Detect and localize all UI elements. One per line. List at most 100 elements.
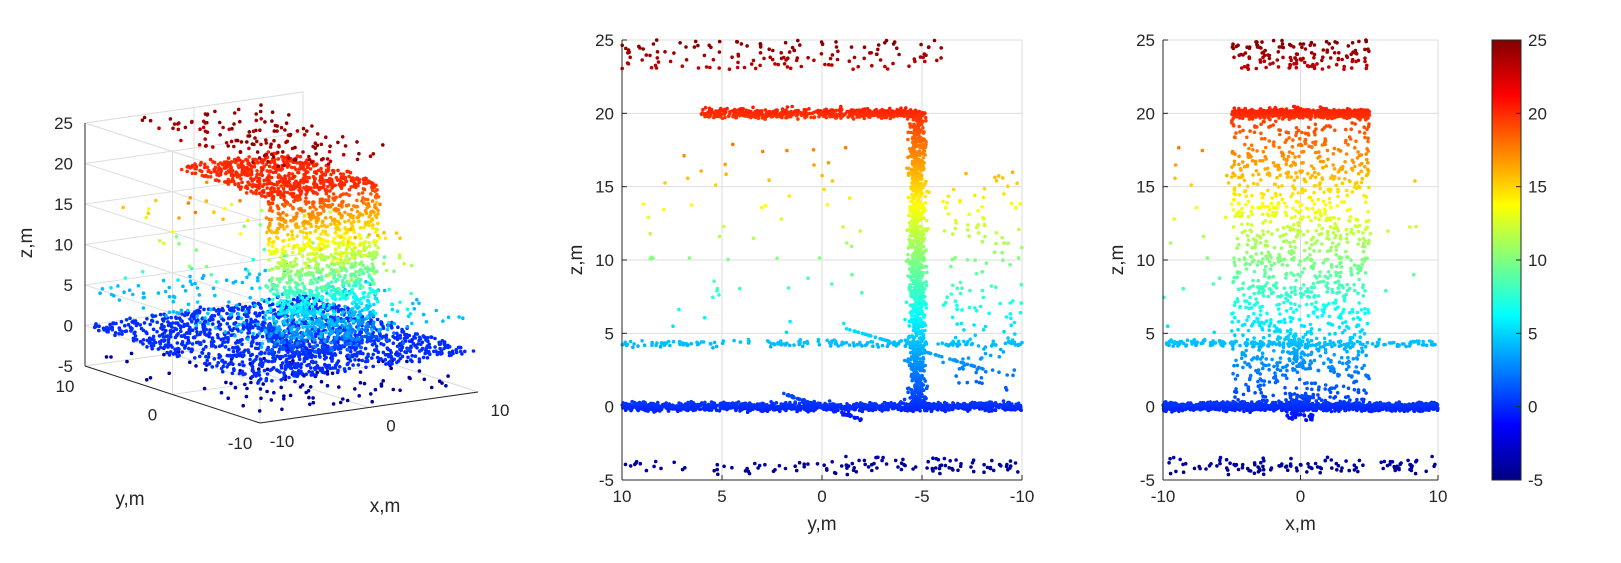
data-point (406, 347, 411, 351)
data-point (325, 283, 329, 287)
data-point (360, 191, 365, 195)
data-point (272, 164, 277, 169)
data-point (683, 466, 687, 470)
data-point (852, 466, 856, 470)
data-point (289, 165, 294, 170)
data-point (1013, 461, 1018, 465)
data-point (344, 251, 349, 255)
data-point (119, 319, 124, 324)
data-point (188, 274, 192, 279)
data-point (171, 321, 175, 325)
data-point (286, 295, 291, 300)
data-point (279, 311, 284, 316)
data-point (327, 363, 332, 368)
data-point (172, 122, 177, 126)
data-point (383, 357, 388, 362)
data-point (264, 216, 269, 220)
data-point (317, 236, 322, 240)
x-tick-label: -5 (914, 487, 929, 506)
data-point (267, 181, 272, 185)
data-point (269, 331, 274, 336)
data-point (357, 151, 361, 156)
data-point (251, 257, 255, 262)
data-point (345, 362, 350, 367)
data-point (281, 319, 285, 324)
data-point (325, 291, 329, 295)
data-point (354, 270, 358, 274)
data-point (168, 331, 173, 336)
data-point (268, 306, 273, 311)
data-point (349, 262, 354, 266)
x-tick-label: 5 (717, 487, 726, 506)
data-point (260, 208, 264, 213)
data-point (284, 335, 289, 339)
data-point (305, 129, 309, 133)
data-point (896, 465, 900, 469)
data-point (395, 344, 400, 349)
data-point (299, 306, 304, 310)
data-point (280, 167, 285, 171)
data-point (358, 243, 362, 247)
data-point (263, 317, 267, 322)
data-point (167, 294, 172, 299)
data-point (247, 130, 252, 134)
data-point (419, 348, 424, 352)
data-point (264, 152, 268, 157)
data-point (400, 354, 405, 359)
data-point (295, 129, 300, 133)
data-point (164, 314, 169, 318)
data-point (830, 460, 834, 464)
data-point (371, 250, 376, 254)
data-point (323, 173, 328, 177)
data-point (311, 200, 315, 205)
data-point (313, 146, 318, 150)
data-point (325, 348, 330, 353)
data-point (337, 203, 341, 208)
x-tick-label: 10 (491, 401, 510, 420)
data-point (359, 351, 363, 356)
data-point (249, 380, 253, 385)
data-point (303, 332, 308, 336)
data-point (246, 331, 250, 335)
data-point (249, 344, 254, 348)
data-point (329, 330, 333, 335)
data-point (226, 340, 230, 344)
data-point (157, 126, 161, 130)
data-point (284, 253, 289, 258)
data-point (425, 335, 430, 340)
data-point (350, 312, 354, 317)
data-point (288, 299, 293, 304)
data-point (347, 218, 351, 223)
data-point (244, 309, 248, 314)
data-point (281, 186, 286, 191)
data-point (358, 277, 363, 282)
data-point (299, 189, 304, 193)
data-point (333, 247, 338, 252)
data-point (144, 215, 148, 220)
data-point (364, 365, 368, 370)
data-point (308, 252, 313, 256)
data-point (337, 385, 341, 389)
data-point (204, 327, 209, 332)
data-point (158, 312, 163, 317)
data-point (258, 387, 263, 391)
data-point (224, 141, 229, 145)
data-point (959, 462, 963, 466)
data-point (421, 312, 426, 317)
data-point (270, 267, 275, 271)
data-point (322, 302, 326, 307)
data-point (278, 277, 282, 281)
data-point (433, 336, 437, 341)
data-point (337, 273, 341, 278)
data-point (312, 337, 317, 342)
data-point (299, 322, 303, 326)
data-point (330, 168, 335, 173)
data-point (392, 269, 396, 274)
data-point (190, 328, 195, 333)
data-point (245, 158, 250, 163)
data-point (276, 164, 281, 168)
data-point (343, 304, 347, 309)
data-point (246, 269, 250, 273)
data-point (182, 322, 187, 327)
z-tick-label: 10 (54, 236, 73, 255)
